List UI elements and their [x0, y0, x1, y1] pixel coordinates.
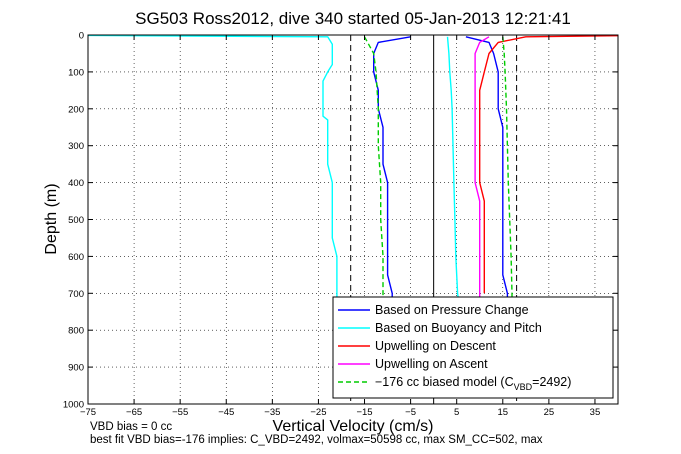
best-fit-note: best fit VBD bias=-176 implies: C_VBD=24…	[90, 434, 543, 446]
x-tick-label: 25	[544, 407, 555, 418]
y-tick-label: 200	[68, 104, 84, 115]
x-tick-label: −15	[356, 407, 372, 418]
legend-label: Upwelling on Ascent	[375, 357, 488, 371]
series-line-upwelling-on-ascent	[474, 36, 490, 305]
x-tick-label: −75	[80, 407, 96, 418]
y-tick-label: 1000	[63, 400, 84, 411]
legend-label: Upwelling on Descent	[375, 339, 496, 353]
y-tick-label: 100	[68, 67, 84, 78]
y-axis-label: Depth (m)	[43, 183, 60, 254]
y-tick-label: 300	[68, 141, 84, 152]
legend-model-sub: VBD	[514, 382, 533, 392]
legend-label: Based on Buoyancy and Pitch	[375, 321, 542, 335]
x-tick-label: −55	[172, 407, 188, 418]
legend-model-suffix: =2492)	[532, 375, 571, 389]
legend: Based on Pressure Change Based on Buoyanc…	[332, 296, 614, 399]
legend-box	[332, 296, 614, 399]
legend-label-model: −176 cc biased model (CVBD=2492)	[375, 375, 571, 392]
x-tick-label: 5	[454, 407, 459, 418]
y-tick-label: 800	[68, 326, 84, 337]
series-line-based-on-buoyancy-and-pitch	[446, 36, 460, 305]
series-line-upwelling-on-descent	[479, 35, 619, 294]
x-tick-label: −35	[264, 407, 280, 418]
x-tick-label: −45	[218, 407, 234, 418]
y-tick-label: 0	[79, 31, 84, 42]
x-tick-label: −25	[310, 407, 326, 418]
series-line-176-cc-biased-model-c-vbd-2492	[363, 36, 384, 309]
legend-model-prefix: −176 cc biased model (C	[375, 375, 514, 389]
series-line-based-on-pressure-change	[465, 36, 509, 309]
x-axis-label: Vertical Velocity (cm/s)	[273, 418, 434, 435]
series-line-based-on-pressure-change	[373, 36, 411, 309]
chart-title: SG503 Ross2012, dive 340 started 05-Jan-…	[135, 9, 571, 28]
x-tick-label: −5	[405, 407, 416, 418]
x-tick-label: 35	[590, 407, 601, 418]
tick-layer: −75 −65 −55 −45 −35 −25 −15 −5 5 15 25 350100200300…	[63, 31, 618, 418]
y-tick-label: 900	[68, 363, 84, 374]
legend-entries: Based on Pressure Change Based on Buoyanc…	[338, 303, 542, 371]
y-tick-label: 700	[68, 289, 84, 300]
x-tick-label: −65	[126, 407, 142, 418]
vbd-bias-note: VBD bias = 0 cc	[90, 421, 173, 433]
y-tick-label: 500	[68, 215, 84, 226]
y-tick-label: 400	[68, 178, 84, 189]
series-line-176-cc-biased-model-c-vbd-2492	[502, 36, 513, 309]
y-tick-label: 600	[68, 252, 84, 263]
legend-label: Based on Pressure Change	[375, 303, 529, 317]
series-layer	[87, 34, 619, 331]
x-tick-label: 15	[497, 407, 508, 418]
